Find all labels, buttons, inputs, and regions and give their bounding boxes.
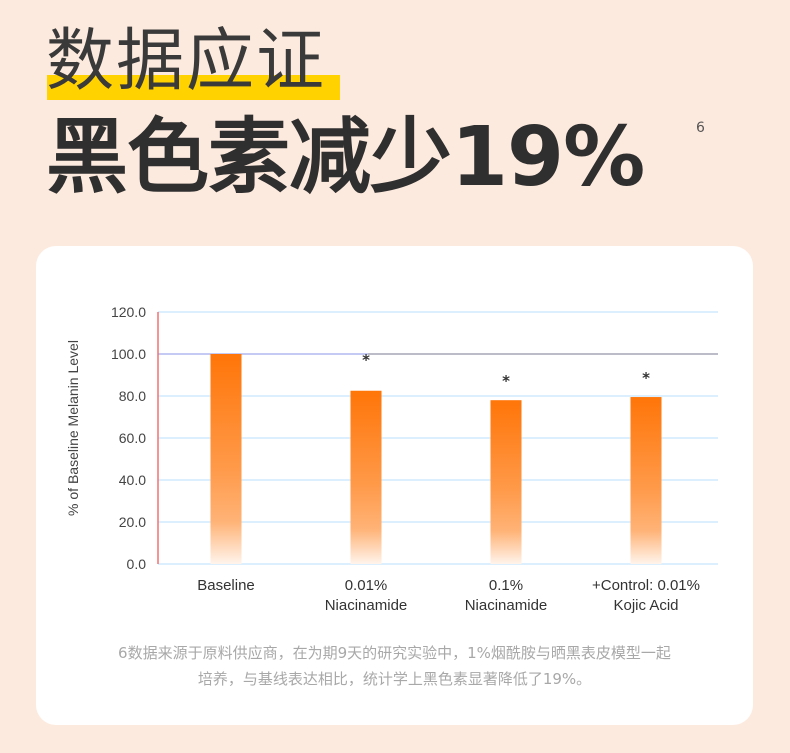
y-tick-label: 20.0 [119,514,146,530]
y-tick-label: 100.0 [111,346,146,362]
significance-marker: * [362,351,370,369]
significance-marker: * [502,372,510,390]
y-tick-label: 0.0 [127,556,147,572]
x-tick-label: Niacinamide [465,597,548,614]
significance-marker: * [642,369,650,387]
page-subtitle: 数据应证 [46,22,327,101]
title-highlight [47,75,340,100]
footnote-line: 培养，与基线表达相比，统计学上黑色素显著降低了19%。 [197,670,592,688]
y-tick-label: 60.0 [119,430,146,446]
x-tick-label: Baseline [197,577,255,594]
y-axis-label: % of Baseline Melanin Level [65,340,81,516]
bar [630,397,662,564]
bar [210,354,242,564]
footnote-ref: 6 [696,120,705,136]
x-tick-label: 0.1% [489,577,523,594]
bar [350,390,382,564]
y-tick-label: 40.0 [119,472,146,488]
page-title: 黑色素减少19% [46,110,645,205]
footnote: 6数据来源于原料供应商，在为期9天的研究实验中，1%烟酰胺与晒黑表皮模型一起 培… [36,640,753,692]
x-tick-label: Kojic Acid [613,597,678,614]
x-tick-label: 0.01% [345,577,388,594]
y-tick-label: 80.0 [119,388,146,404]
footnote-line: 6数据来源于原料供应商，在为期9天的研究实验中，1%烟酰胺与晒黑表皮模型一起 [118,644,671,662]
y-tick-label: 120.0 [111,304,146,320]
x-tick-label: +Control: 0.01% [592,577,700,594]
bar [490,400,522,564]
x-tick-label: Niacinamide [325,597,408,614]
